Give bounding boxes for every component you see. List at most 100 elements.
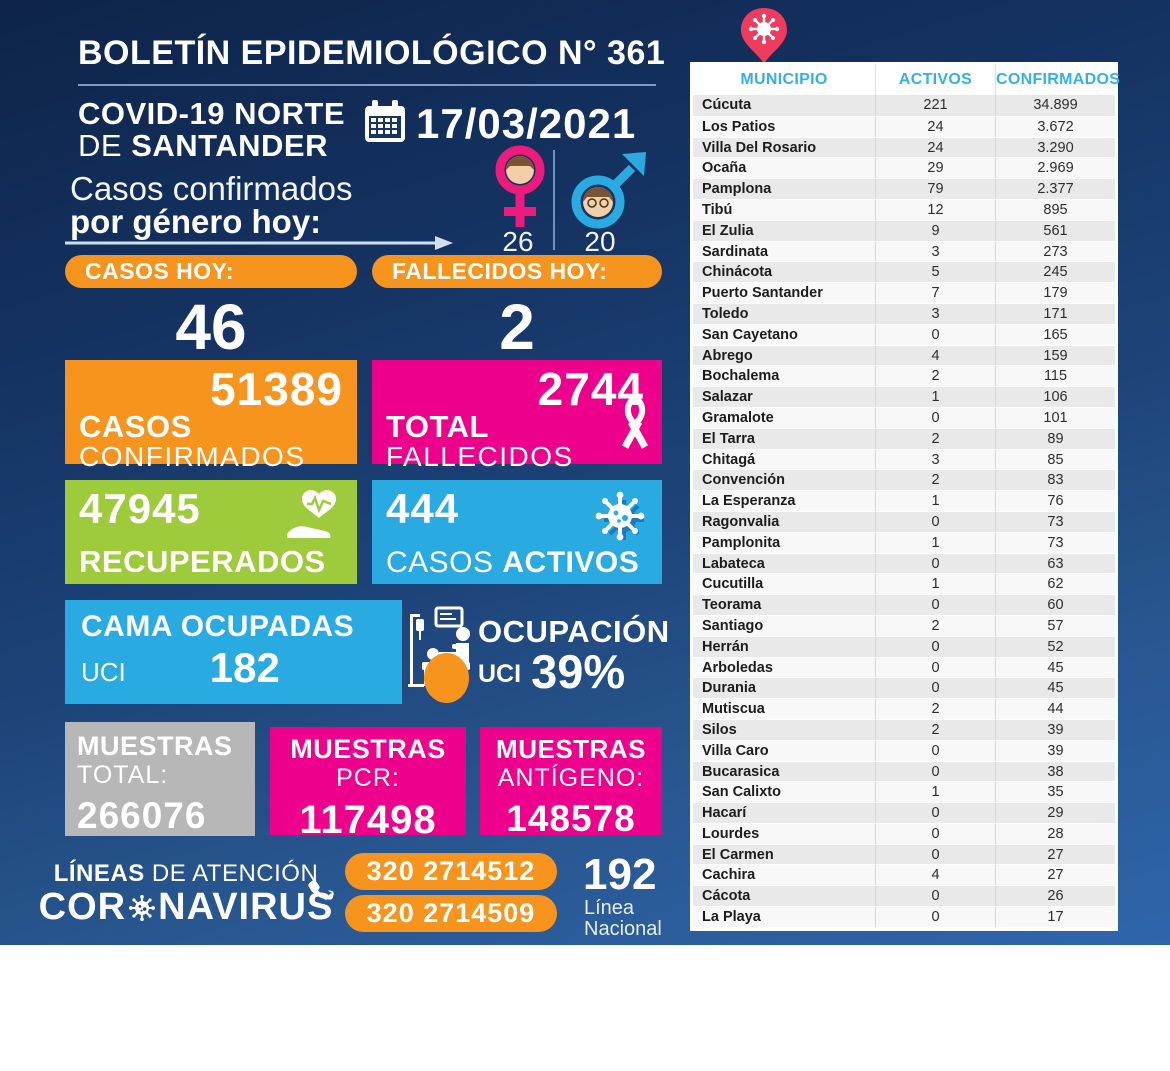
- table-cell: Gramalote: [702, 409, 774, 426]
- table-cell: Lourdes: [702, 825, 760, 842]
- table-cell: 7: [875, 283, 995, 303]
- samples-antigen-label2: ANTÍGENO:: [497, 764, 645, 792]
- table-cell: 2: [875, 366, 995, 387]
- female-icon: [492, 144, 548, 245]
- table-row: Puerto Santander 7 179: [693, 282, 1115, 303]
- table-cell: Mutiscua: [702, 701, 765, 718]
- table-cell: 35: [995, 782, 1115, 803]
- national-line-number: 192: [583, 850, 657, 899]
- table-row: Convención 2 83: [693, 469, 1115, 491]
- occupancy-dot: [424, 653, 469, 703]
- confirmed-total-card: 51389 CASOS CONFIRMADOS: [65, 360, 357, 472]
- table-cell: 1: [875, 532, 995, 553]
- samples-total-label2: TOTAL:: [77, 761, 169, 789]
- hotline-caption-light: DE ATENCIÓN: [144, 860, 319, 887]
- table-row: Hacarí 0 29: [693, 802, 1115, 823]
- table-cell: 0: [875, 761, 995, 782]
- table-cell: La Esperanza: [702, 493, 796, 510]
- table-cell: El Carmen: [702, 846, 774, 863]
- occupancy-label2: UCI: [478, 660, 522, 688]
- table-cell: El Zulia: [702, 222, 754, 239]
- table-cell: 0: [875, 657, 995, 678]
- table-cell: Cácota: [702, 888, 751, 905]
- recovered-value: 47945: [79, 485, 201, 532]
- deaths-total-card: 2744 TOTAL FALLECIDOS: [372, 360, 662, 472]
- table-cell: San Cayetano: [702, 326, 798, 343]
- table-cell: 273: [995, 241, 1115, 262]
- table-cell: 29: [995, 803, 1115, 823]
- page-title: BOLETÍN EPIDEMIOLÓGICO N° 361: [78, 34, 666, 72]
- table-row: Mutiscua 2 44: [693, 698, 1115, 719]
- samples-total-card: MUESTRAS TOTAL: 266076: [65, 722, 255, 836]
- col-header-activos: ACTIVOS: [875, 65, 995, 95]
- occupancy-value-row: UCI 39%: [478, 648, 625, 695]
- subtitle-line2: DE SANTANDER: [78, 128, 328, 164]
- table-cell: 39: [995, 740, 1115, 761]
- male-icon: [566, 148, 648, 241]
- table-cell: Cachira: [702, 867, 756, 884]
- deaths-total-value: 2744: [537, 363, 644, 415]
- table-cell: 1: [875, 387, 995, 407]
- female-count: 26: [502, 226, 534, 257]
- table-cell: 0: [875, 324, 995, 345]
- table-cell: Arboledas: [702, 659, 773, 676]
- table-cell: San Calixto: [702, 784, 781, 801]
- table-cell: 60: [995, 595, 1115, 615]
- table-row: Los Patios 24 3.672: [693, 115, 1115, 137]
- table-row: San Cayetano 0 165: [693, 323, 1115, 345]
- uci-beds-value: 182: [209, 644, 280, 691]
- recovered-label: RECUPERADOS: [79, 544, 326, 579]
- table-cell: 561: [995, 220, 1115, 241]
- table-cell: 29: [875, 158, 995, 179]
- table-cell: Cucutilla: [702, 576, 764, 593]
- table-cell: 2: [875, 615, 995, 636]
- col-header-municipio: MUNICIPIO: [740, 71, 828, 88]
- table-cell: 76: [995, 491, 1115, 511]
- table-cell: 17: [995, 907, 1115, 927]
- hotline-caption: LÍNEAS DE ATENCIÓN: [45, 860, 327, 888]
- uci-beds-label2: UCI: [81, 657, 126, 687]
- table-cell: 45: [995, 657, 1115, 678]
- table-cell: Chitagá: [702, 451, 756, 468]
- table-cell: 0: [875, 553, 995, 574]
- active-label: CASOS ACTIVOS: [386, 546, 648, 580]
- table-cell: 0: [875, 740, 995, 761]
- table-cell: 3: [875, 303, 995, 324]
- cases-today-pill: CASOS HOY:: [65, 255, 357, 288]
- table-row: Arboledas 0 45: [693, 656, 1115, 678]
- active-cases-card: 444 CASOS ACTIVOS: [372, 480, 662, 584]
- table-row: Abrego 4 159: [693, 344, 1115, 366]
- samples-antigen-label1: MUESTRAS: [496, 734, 646, 764]
- uci-beds-card: CAMA OCUPADAS UCI 182: [65, 600, 402, 704]
- national-line-label2: Nacional: [584, 918, 662, 940]
- recovered-card: 47945 RECUPERADOS: [65, 480, 357, 584]
- table-cell: 38: [995, 761, 1115, 782]
- table-row: El Carmen 0 27: [693, 843, 1115, 865]
- footer: Gobernación de Norte de Santander MÁS OP…: [0, 945, 1170, 1071]
- table-cell: 2: [875, 719, 995, 740]
- table-row: La Esperanza 1 76: [693, 490, 1115, 511]
- table-row: Villa Caro 0 39: [693, 739, 1115, 761]
- samples-antigen-card: MUESTRAS ANTÍGENO: 148578: [480, 727, 662, 839]
- ribbon-icon: [618, 393, 652, 456]
- national-line-label: Línea Nacional: [584, 898, 662, 940]
- table-cell: 1: [875, 782, 995, 803]
- table-cell: 0: [875, 844, 995, 865]
- table-cell: 0: [875, 636, 995, 657]
- table-cell: Bochalema: [702, 368, 780, 385]
- table-cell: Ragonvalia: [702, 513, 780, 530]
- table-cell: 44: [995, 699, 1115, 719]
- table-row: Lourdes 0 28: [693, 822, 1115, 844]
- table-cell: Puerto Santander: [702, 285, 823, 302]
- table-row: Cucutilla 1 62: [693, 573, 1115, 595]
- table-cell: 4: [875, 865, 995, 886]
- table-cell: Cúcuta: [702, 97, 752, 113]
- table-cell: 0: [875, 803, 995, 823]
- table-row: Herrán 0 52: [693, 635, 1115, 657]
- table-row: Bochalema 2 115: [693, 365, 1115, 387]
- table-cell: 2: [875, 428, 995, 449]
- table-cell: 3.290: [995, 137, 1115, 158]
- table-row: Toledo 3 171: [693, 302, 1115, 324]
- gender-caption-line2: por género hoy:: [70, 203, 322, 240]
